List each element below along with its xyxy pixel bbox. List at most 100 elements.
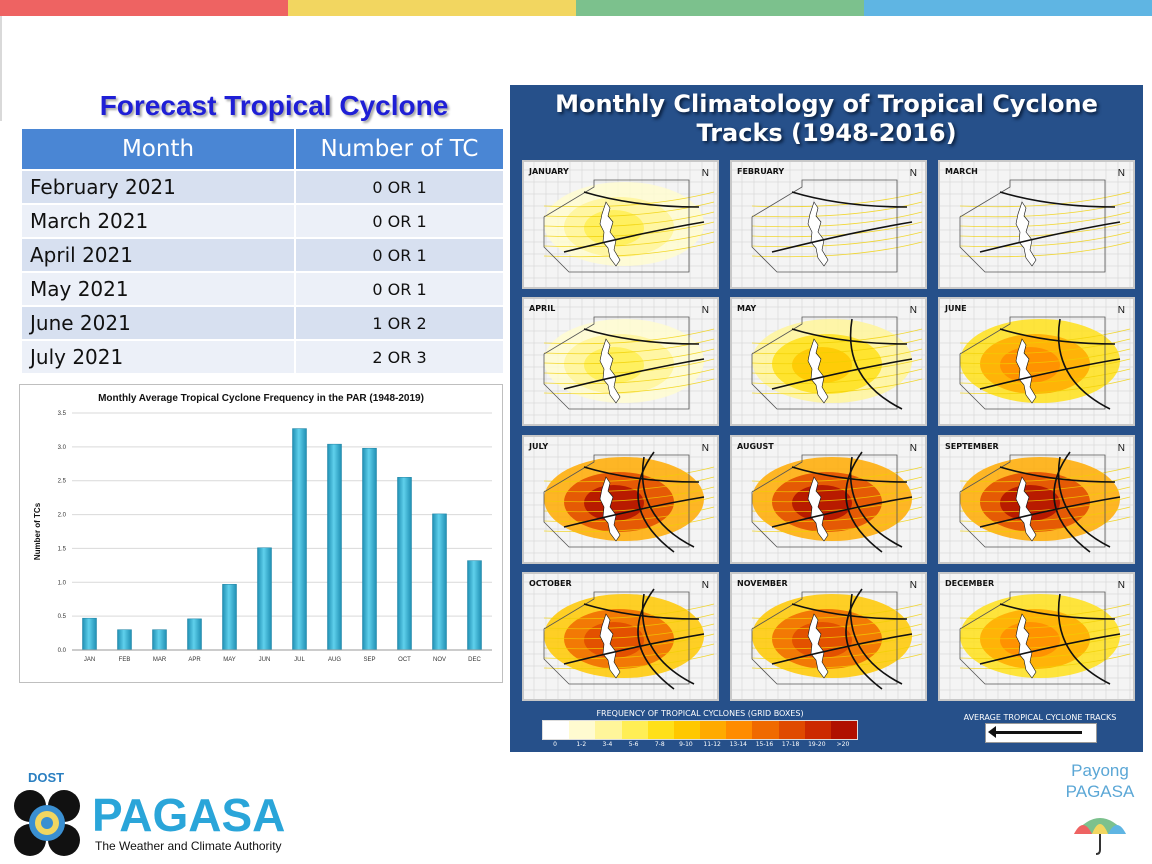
panel-january: JANUARY N bbox=[522, 160, 719, 289]
scale-swatch bbox=[700, 721, 727, 739]
bar-dec bbox=[467, 560, 482, 651]
row-month: February 2021 bbox=[22, 169, 296, 204]
x-tick-label: JUN bbox=[259, 657, 271, 663]
scale-swatch bbox=[647, 721, 674, 739]
chart-title: Monthly Average Tropical Cyclone Frequen… bbox=[98, 393, 424, 404]
x-tick-label: FEB bbox=[119, 657, 131, 663]
x-tick-label: JAN bbox=[84, 657, 95, 663]
north-arrow-icon: N bbox=[909, 580, 917, 591]
climatology-figure: Monthly Climatology of Tropical Cyclone … bbox=[510, 85, 1143, 752]
bar-feb bbox=[117, 629, 132, 651]
header-number-of-tc: Number of TC bbox=[295, 129, 503, 170]
north-arrow-icon: N bbox=[701, 168, 709, 179]
panel-month-label: NOVEMBER bbox=[737, 579, 788, 588]
y-axis-label: Number of TCs bbox=[33, 502, 42, 560]
north-arrow-icon: N bbox=[701, 443, 709, 454]
forecast-table: Month Number of TC February 2021 0 OR 1 M… bbox=[22, 129, 503, 373]
bar-may bbox=[222, 584, 237, 651]
scale-swatch bbox=[569, 721, 596, 739]
average-tracks-legend-title: AVERAGE TROPICAL CYCLONE TRACKS bbox=[963, 713, 1117, 722]
panel-december: DECEMBER N bbox=[938, 572, 1135, 701]
panel-month-label: AUGUST bbox=[737, 442, 774, 451]
north-arrow-icon: N bbox=[701, 305, 709, 316]
row-count: 0 OR 1 bbox=[295, 203, 503, 238]
bar-jan bbox=[82, 617, 97, 651]
bar-apr bbox=[187, 618, 202, 651]
top-bar-green bbox=[576, 0, 864, 16]
climatology-title-line2: Tracks (1948-2016) bbox=[696, 119, 957, 147]
table-row: July 2021 2 OR 3 bbox=[22, 339, 503, 373]
dost-label: DOST bbox=[28, 770, 65, 785]
panel-month-label: OCTOBER bbox=[529, 579, 572, 588]
panel-month-label: MAY bbox=[737, 304, 757, 313]
scale-label: 15-16 bbox=[755, 741, 774, 748]
panel-month-label: JANUARY bbox=[529, 167, 569, 176]
table-row: March 2021 0 OR 1 bbox=[22, 203, 503, 238]
x-tick-label: APR bbox=[188, 657, 201, 663]
panel-month-label: MARCH bbox=[945, 167, 978, 176]
frequency-color-scale bbox=[542, 720, 858, 740]
scale-label: 3-4 bbox=[602, 741, 613, 748]
panel-august: AUGUST N bbox=[730, 435, 927, 564]
scale-swatch bbox=[621, 721, 648, 739]
row-count: 1 OR 2 bbox=[295, 305, 503, 340]
table-row: April 2021 0 OR 1 bbox=[22, 237, 503, 272]
scale-swatch bbox=[673, 721, 701, 739]
north-arrow-icon: N bbox=[1117, 168, 1125, 179]
x-tick-label: OCT bbox=[398, 657, 411, 663]
panel-march: MARCH N bbox=[938, 160, 1135, 289]
panel-month-label: FEBRUARY bbox=[737, 167, 785, 176]
x-tick-label: NOV bbox=[433, 657, 446, 663]
left-arrow-icon bbox=[988, 726, 1082, 738]
bar-mar bbox=[152, 629, 167, 651]
row-count: 0 OR 1 bbox=[295, 169, 503, 204]
top-bar-blue bbox=[864, 0, 1152, 16]
payong-line2: PAGASA bbox=[1065, 782, 1135, 801]
y-tick-label: 1.5 bbox=[58, 546, 67, 552]
north-arrow-icon: N bbox=[909, 443, 917, 454]
climatology-title-line1: Monthly Climatology of Tropical Cyclone bbox=[555, 90, 1098, 118]
panel-july: JULY N bbox=[522, 435, 719, 564]
table-row: February 2021 0 OR 1 bbox=[22, 169, 503, 204]
scale-label: >20 bbox=[836, 741, 850, 748]
north-arrow-icon: N bbox=[1117, 580, 1125, 591]
x-tick-label: MAR bbox=[153, 657, 167, 663]
bar-jun bbox=[257, 547, 272, 651]
x-tick-label: AUG bbox=[328, 657, 341, 663]
scale-swatch bbox=[726, 721, 753, 739]
panel-month-label: JULY bbox=[529, 442, 549, 451]
panel-february: FEBRUARY N bbox=[730, 160, 927, 289]
pagasa-wordmark: PAGASA bbox=[92, 789, 286, 841]
row-month: June 2021 bbox=[22, 305, 296, 340]
top-color-bar bbox=[0, 0, 1152, 16]
climatology-title: Monthly Climatology of Tropical Cyclone … bbox=[510, 90, 1143, 148]
forecast-header-row: Month Number of TC bbox=[22, 129, 503, 170]
umbrella-icon bbox=[1074, 818, 1126, 855]
header-month: Month bbox=[22, 129, 296, 170]
scale-swatch bbox=[752, 721, 779, 739]
scale-label: 19-20 bbox=[808, 741, 826, 748]
payong-pagasa-logo: Payong PAGASA bbox=[1050, 760, 1150, 861]
x-tick-label: MAY bbox=[223, 657, 236, 663]
y-tick-label: 0.0 bbox=[58, 648, 67, 654]
panel-april: APRIL N bbox=[522, 297, 719, 426]
top-bar-red bbox=[0, 0, 288, 16]
y-tick-label: 2.0 bbox=[58, 513, 67, 519]
panel-october: OCTOBER N bbox=[522, 572, 719, 701]
frequency-scale-labels: 0 1-2 3-4 5-6 7-8 9-10 11-12 13-14 15-16 17-18 19-… bbox=[542, 741, 856, 748]
pagasa-emblem-icon bbox=[14, 790, 80, 856]
row-month: July 2021 bbox=[22, 339, 296, 373]
average-tracks-legend bbox=[985, 723, 1097, 743]
top-bar-yellow bbox=[288, 0, 576, 16]
x-tick-label: JUL bbox=[294, 657, 305, 663]
panel-month-label: DECEMBER bbox=[945, 579, 995, 588]
frequency-legend-title: FREQUENCY OF TROPICAL CYCLONES (GRID BOX… bbox=[596, 709, 804, 718]
x-tick-label: SEP bbox=[363, 657, 375, 663]
north-arrow-icon: N bbox=[909, 305, 917, 316]
scale-swatch bbox=[804, 721, 831, 739]
scale-label: 7-8 bbox=[654, 741, 665, 748]
panel-september: SEPTEMBER N bbox=[938, 435, 1135, 564]
forecast-title: Forecast Tropical Cyclone bbox=[99, 90, 449, 121]
bar-nov bbox=[432, 513, 447, 651]
bar-chart-svg: Monthly Average Tropical Cyclone Frequen… bbox=[33, 393, 492, 663]
